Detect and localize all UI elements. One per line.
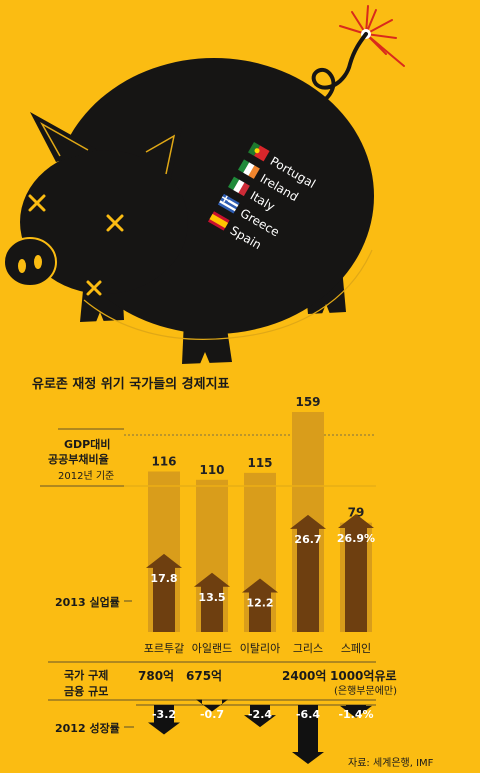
debt-bar bbox=[148, 471, 180, 632]
growth-arrow bbox=[244, 705, 276, 728]
rescue-value-ireland: 675억 bbox=[186, 669, 223, 683]
unemp-arrow bbox=[338, 514, 374, 632]
unemp-arrow bbox=[242, 578, 278, 632]
rescue-note-spain: (은행부문에만) bbox=[334, 686, 398, 697]
growth-arrow bbox=[148, 705, 180, 735]
debt-value-label: 115 bbox=[247, 456, 272, 470]
ear-outline-left-icon bbox=[40, 122, 89, 157]
debt-bar bbox=[340, 522, 372, 632]
pig-head-icon bbox=[20, 150, 188, 294]
category-label: 이탈리아 bbox=[240, 642, 280, 655]
unemp-value-label: 13.5 bbox=[198, 591, 225, 604]
growth-value-label: -3.2 bbox=[152, 708, 176, 721]
nostril-right-icon bbox=[34, 255, 42, 269]
row-label-growth: 2012 성장률 bbox=[55, 722, 120, 735]
x-eyes-icon bbox=[28, 194, 124, 296]
hoof-gaps-icon bbox=[96, 304, 330, 364]
row-label-rescue-1: 국가 구제 bbox=[64, 669, 109, 682]
unemp-value-label: 26.7 bbox=[294, 533, 321, 546]
growth-arrow bbox=[292, 705, 324, 764]
debt-value-label: 159 bbox=[295, 395, 320, 409]
unemp-value-label: 17.8 bbox=[150, 572, 177, 585]
growth-value-label: -0.7 bbox=[200, 708, 224, 721]
category-label: 포르투갈 bbox=[144, 641, 184, 655]
debt-value-label: 110 bbox=[199, 463, 224, 477]
pig-ear-right-icon bbox=[140, 128, 182, 182]
growth-value-label: -6.4 bbox=[296, 708, 320, 721]
debt-bar bbox=[196, 479, 228, 632]
category-label: 아일랜드 bbox=[192, 641, 232, 655]
body-outline-icon bbox=[83, 249, 373, 340]
row-label-rescue-2: 금융 규모 bbox=[64, 685, 109, 698]
growth-value-label: -1.4% bbox=[338, 708, 373, 721]
row-label-unemp: 2013 실업률 bbox=[55, 596, 120, 609]
category-label: 그리스 bbox=[293, 642, 323, 655]
rescue-value-portugal: 780억 bbox=[138, 669, 175, 683]
category-label: 스페인 bbox=[341, 642, 371, 655]
pig-snout-icon bbox=[3, 237, 57, 287]
chart-title: 유로존 재정 위기 국가들의 경제지표 bbox=[32, 377, 230, 392]
debt-value-label: 116 bbox=[151, 454, 176, 468]
row-label-debt-3: 2012년 기준 bbox=[58, 471, 115, 482]
row-label-debt-2: 공공부채비율 bbox=[48, 453, 109, 466]
unemp-arrow bbox=[290, 514, 326, 632]
unemp-value-label: 26.9% bbox=[337, 532, 375, 545]
ear-outline-right-icon bbox=[145, 134, 176, 175]
unemp-value-label: 12.2 bbox=[246, 596, 273, 609]
unemp-arrow bbox=[194, 572, 230, 632]
debt-bar bbox=[292, 412, 324, 632]
row-label-debt-1: GDP대비 bbox=[64, 438, 111, 451]
growth-arrow bbox=[196, 699, 228, 712]
spark-icon bbox=[339, 5, 405, 67]
unemp-arrow bbox=[146, 553, 182, 632]
rescue-value-spain: 1000억유로 bbox=[330, 669, 397, 683]
debt-bar bbox=[244, 472, 276, 632]
source-note: 자료: 세계은행, IMF bbox=[348, 758, 434, 769]
rescue-value-greece: 2400억 bbox=[282, 669, 327, 683]
nostril-left-icon bbox=[18, 259, 26, 273]
tail-fuse-icon bbox=[308, 32, 368, 110]
debt-value-label: 79 bbox=[348, 506, 365, 520]
growth-value-label: -2.4 bbox=[248, 708, 272, 721]
growth-arrow bbox=[340, 705, 372, 718]
